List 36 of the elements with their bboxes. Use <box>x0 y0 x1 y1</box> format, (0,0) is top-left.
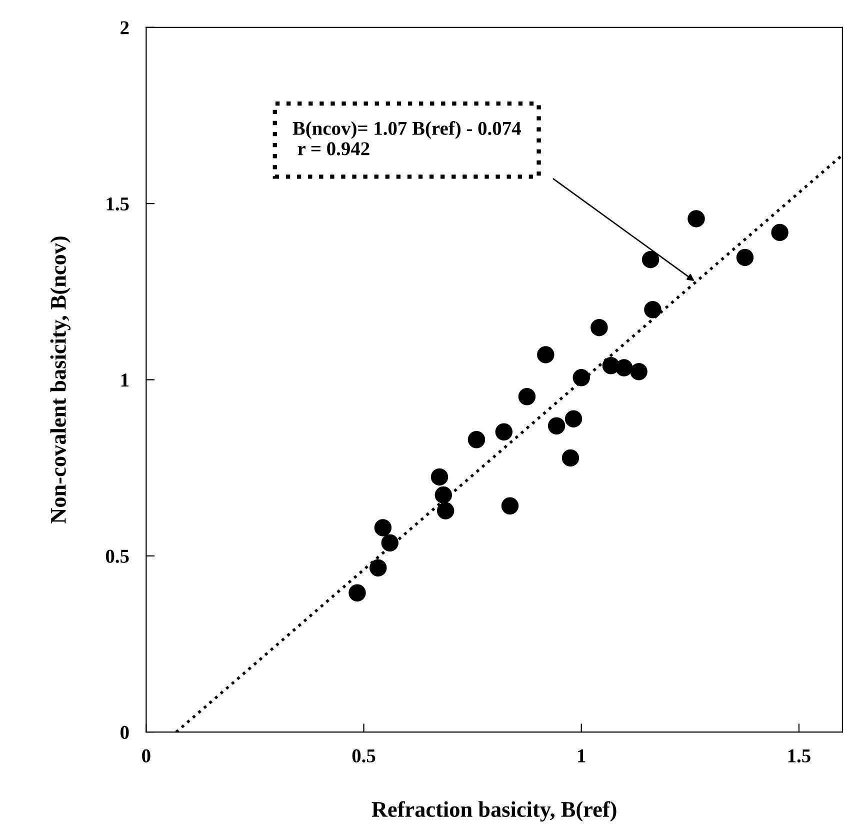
x-tick-label: 1 <box>578 749 586 762</box>
point <box>518 388 536 406</box>
y-axis-title: Non-covalent basicity, B(ncov) <box>50 236 70 524</box>
point <box>370 559 387 576</box>
point <box>630 363 648 380</box>
point <box>501 497 519 514</box>
point <box>468 431 486 448</box>
y-tick-label: 1.5 <box>106 197 129 211</box>
point <box>434 486 452 504</box>
point <box>771 224 788 242</box>
point <box>436 502 454 520</box>
y-tick-label: 1 <box>121 374 129 386</box>
point <box>572 369 590 386</box>
x-tick-label: 1.5 <box>788 749 810 762</box>
x-tick-label: 0.5 <box>352 749 376 762</box>
point <box>381 534 398 552</box>
point <box>688 210 705 228</box>
x-axis-title: Refraction basicity, B(ref) <box>372 801 616 822</box>
point <box>562 449 580 467</box>
point <box>537 346 554 364</box>
x-tick-label: 0 <box>142 749 150 762</box>
point <box>564 410 582 428</box>
point <box>642 250 660 268</box>
y-tick-label: 2 <box>120 21 129 34</box>
annotation: B(ncov)= 1.07 B(ref) - 0.074 r = 0.942 <box>292 121 521 156</box>
point <box>644 300 662 318</box>
point <box>736 248 754 266</box>
point <box>590 318 608 336</box>
point <box>548 417 566 434</box>
point <box>615 359 633 376</box>
y-tick-label: 0 <box>120 726 129 739</box>
point <box>348 584 366 602</box>
point <box>495 423 513 440</box>
y-tick-label: 0.5 <box>106 550 129 563</box>
point <box>430 468 448 486</box>
point <box>374 519 392 536</box>
